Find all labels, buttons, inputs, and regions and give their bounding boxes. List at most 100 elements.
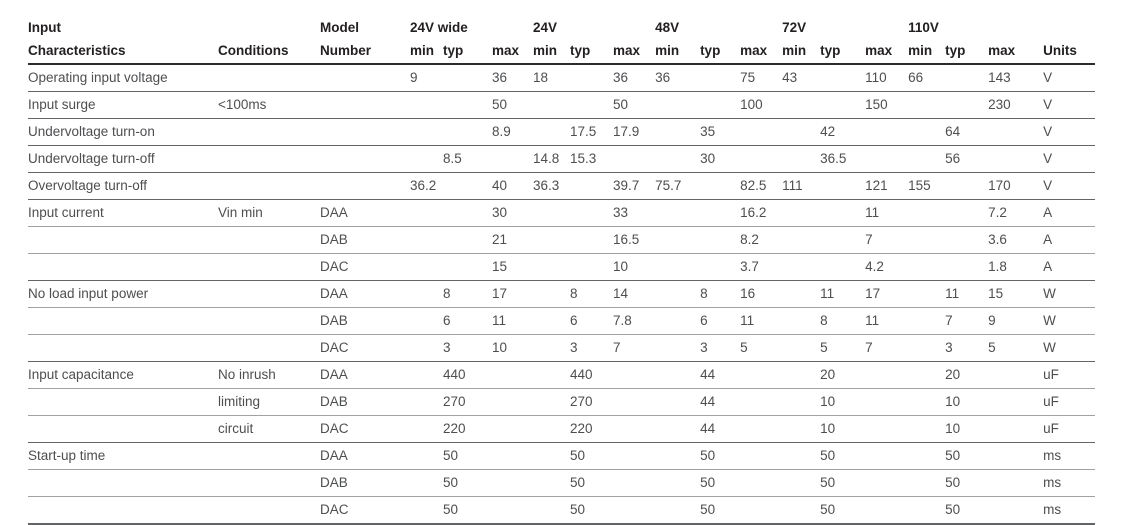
header-row-group-labels: Input Model 24V wide 24V 48V 72V 110V: [28, 12, 1095, 36]
header-group-72v: 72V: [782, 20, 807, 36]
min-value-cell: [908, 280, 946, 308]
typ-value-cell: 8: [820, 307, 866, 335]
max-value-cell: [740, 361, 783, 389]
max-value-cell: 4.2: [865, 253, 909, 281]
typ-value-cell: [820, 63, 866, 92]
min-value-cell: [410, 280, 443, 308]
max-value-cell: [740, 388, 783, 416]
min-value-cell: [782, 334, 821, 362]
max-value-cell: 7: [865, 226, 909, 254]
max-value-cell: [865, 496, 909, 525]
typ-value-cell: 50: [570, 442, 614, 470]
max-value-cell: [492, 496, 534, 525]
typ-value-cell: 20: [820, 361, 866, 389]
units-cell: V: [1043, 145, 1096, 173]
table-row: Input surge <100ms 50 50 100 150 230 V: [28, 91, 1096, 119]
characteristic-cell: Overvoltage turn-off: [28, 172, 218, 200]
min-value-cell: 75.7: [655, 172, 701, 200]
header-group-48v: 48V: [655, 20, 680, 36]
typ-value-cell: 10: [820, 415, 866, 443]
typ-value-cell: 270: [570, 388, 614, 416]
model-number-cell: DAC: [320, 415, 410, 443]
characteristic-cell: Input capacitance: [28, 361, 218, 389]
units-cell: V: [1043, 118, 1096, 146]
min-value-cell: [533, 469, 571, 497]
units-cell: uF: [1043, 361, 1096, 389]
typ-value-cell: 64: [945, 118, 989, 146]
typ-value-cell: [945, 91, 989, 119]
max-value-cell: [988, 145, 1044, 173]
max-value-cell: [988, 442, 1044, 470]
max-value-cell: [613, 361, 656, 389]
typ-value-cell: 50: [700, 469, 741, 497]
header-typ: typ: [570, 36, 614, 65]
max-value-cell: 82.5: [740, 172, 783, 200]
typ-value-cell: 6: [443, 307, 492, 335]
max-value-cell: [492, 415, 534, 443]
min-value-cell: [533, 334, 571, 362]
max-value-cell: 16.5: [613, 226, 656, 254]
max-value-cell: [865, 415, 909, 443]
model-number-cell: DAC: [320, 253, 410, 281]
typ-value-cell: 50: [443, 496, 492, 525]
model-number-cell: DAB: [320, 307, 410, 335]
header-group-24v: 24V: [533, 20, 558, 36]
max-value-cell: 75: [740, 63, 783, 92]
model-number-cell: DAB: [320, 226, 410, 254]
min-value-cell: [655, 199, 701, 227]
min-value-cell: [782, 253, 821, 281]
header-max: max: [492, 36, 534, 65]
table-row: Input capacitance No inrush DAA 440 440 44 20 2…: [28, 361, 1096, 389]
condition-cell: [218, 469, 320, 497]
header-min: min: [655, 36, 701, 65]
min-value-cell: [533, 442, 571, 470]
max-value-cell: 36: [492, 63, 534, 92]
max-value-cell: [865, 118, 909, 146]
model-number-cell: [320, 63, 410, 92]
max-value-cell: 150: [865, 91, 909, 119]
typ-value-cell: 35: [700, 118, 741, 146]
header-spacer-units: [1043, 12, 1095, 36]
max-value-cell: 3.6: [988, 226, 1044, 254]
model-number-cell: [320, 91, 410, 119]
header-min: min: [410, 36, 443, 65]
typ-value-cell: [700, 226, 741, 254]
typ-value-cell: 220: [570, 415, 614, 443]
min-value-cell: [908, 469, 946, 497]
max-value-cell: 5: [740, 334, 783, 362]
min-value-cell: [410, 253, 443, 281]
condition-cell: [218, 334, 320, 362]
typ-value-cell: 50: [443, 442, 492, 470]
condition-cell: [218, 307, 320, 335]
characteristic-cell: [28, 334, 218, 362]
units-cell: ms: [1043, 496, 1096, 525]
typ-value-cell: [820, 253, 866, 281]
typ-value-cell: [700, 199, 741, 227]
min-value-cell: [410, 334, 443, 362]
characteristic-cell: No load input power: [28, 280, 218, 308]
characteristic-cell: Undervoltage turn-on: [28, 118, 218, 146]
min-value-cell: 18: [533, 63, 571, 92]
typ-value-cell: 50: [945, 469, 989, 497]
typ-value-cell: 220: [443, 415, 492, 443]
max-value-cell: 15: [492, 253, 534, 281]
min-value-cell: [782, 307, 821, 335]
header-number: Number: [320, 36, 410, 65]
min-value-cell: [655, 145, 701, 173]
min-value-cell: [410, 469, 443, 497]
min-value-cell: [908, 496, 946, 525]
table-row: Operating input voltage 9 36 18 36 36 75 43 110 6…: [28, 63, 1096, 92]
header-max: max: [613, 36, 656, 65]
min-value-cell: 14.8: [533, 145, 571, 173]
header-typ: typ: [820, 36, 866, 65]
min-value-cell: 111: [782, 172, 821, 200]
header-model-label: Model: [320, 20, 359, 36]
units-cell: A: [1043, 253, 1096, 281]
units-cell: uF: [1043, 415, 1096, 443]
typ-value-cell: [570, 226, 614, 254]
condition-cell: [218, 145, 320, 173]
max-value-cell: 21: [492, 226, 534, 254]
min-value-cell: 43: [782, 63, 821, 92]
units-cell: A: [1043, 199, 1096, 227]
condition-cell: [218, 118, 320, 146]
